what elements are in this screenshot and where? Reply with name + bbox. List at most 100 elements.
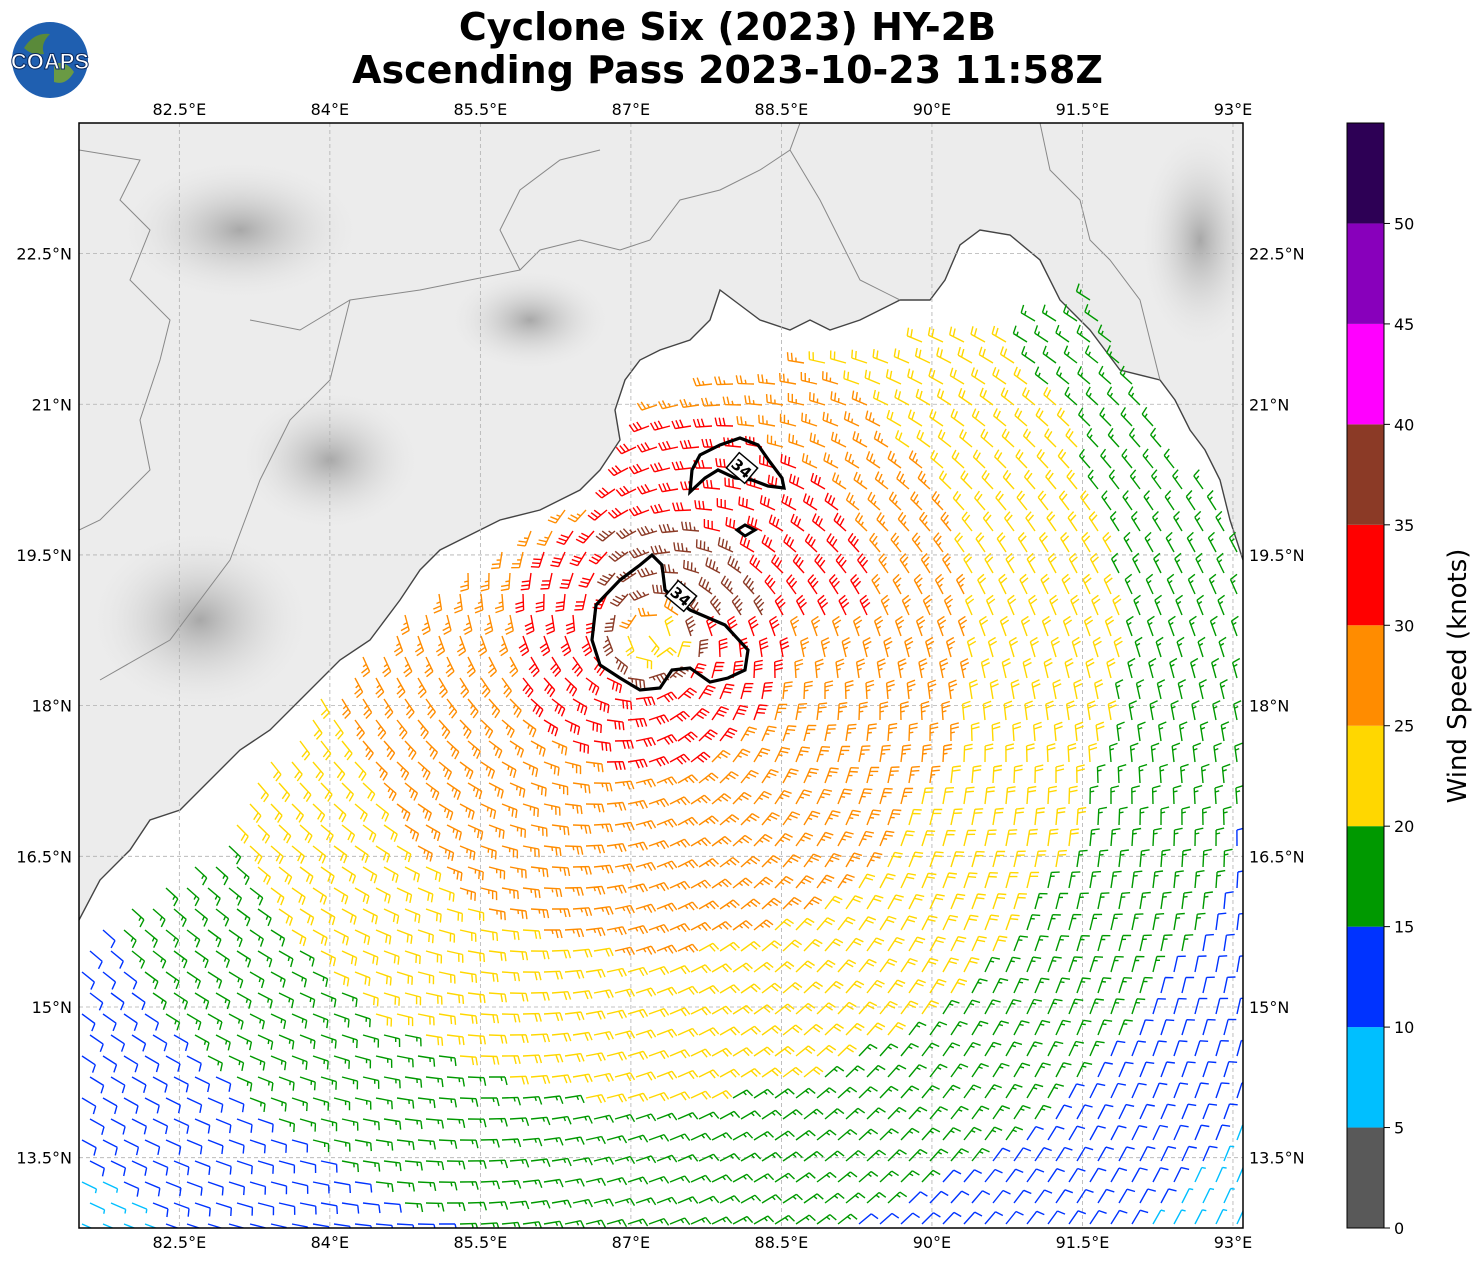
wind-barb: [501, 1138, 522, 1148]
wind-barb: [866, 766, 880, 784]
wind-barb: [1097, 1061, 1113, 1078]
wind-barb: [417, 761, 431, 781]
wind-barb: [698, 1027, 720, 1037]
wind-barb: [173, 1034, 189, 1052]
wind-barb: [530, 551, 545, 568]
wind-barb: [467, 992, 486, 1004]
wind-barb: [1013, 935, 1028, 952]
wind-barb: [1034, 1062, 1051, 1078]
wind-barb: [1047, 828, 1059, 847]
wind-barb: [968, 679, 979, 700]
wind-barb: [215, 1160, 232, 1175]
wind-barb: [110, 950, 124, 969]
wind-barb: [648, 965, 670, 976]
wind-barb: [1098, 365, 1112, 385]
wind-barb: [509, 824, 526, 838]
wind-barb: [852, 615, 863, 637]
wind-barb: [509, 656, 519, 678]
wind-barb: [1230, 615, 1239, 637]
wind-barb: [879, 830, 895, 847]
wind-barb: [585, 1094, 606, 1104]
wind-barb: [927, 679, 937, 700]
wind-barb: [950, 808, 963, 826]
wind-barb: [942, 743, 953, 763]
wind-barb: [593, 823, 614, 833]
wind-barb: [186, 929, 201, 948]
wind-barb: [807, 574, 819, 595]
wind-barb: [753, 833, 773, 847]
wind-barb: [978, 615, 989, 637]
wind-barb: [1020, 304, 1036, 322]
wind-barb: [627, 758, 648, 769]
wind-barb: [1194, 912, 1206, 931]
wind-barb: [278, 1118, 295, 1133]
wind-barb: [803, 1108, 824, 1120]
wind-barb: [900, 915, 918, 931]
wind-barb: [614, 821, 635, 831]
wind-barb: [207, 1013, 223, 1030]
wind-barb: [1112, 594, 1122, 616]
wind-barb: [1219, 678, 1228, 700]
wind-barb: [1110, 870, 1122, 889]
wind-barb: [782, 939, 802, 952]
wind-barb: [811, 513, 826, 532]
wind-barb: [425, 1034, 444, 1046]
wind-barb: [929, 808, 943, 826]
wind-barb: [446, 782, 461, 800]
wind-barb: [543, 1137, 564, 1146]
wind-barb: [719, 1110, 741, 1120]
colorbar-segment: [1347, 625, 1384, 726]
wind-barb: [900, 957, 918, 973]
wind-barb: [698, 942, 720, 952]
wind-barb: [1047, 956, 1062, 973]
wind-barb: [824, 1192, 845, 1204]
colorbar-segment: [1347, 223, 1384, 324]
wind-barb: [959, 658, 970, 679]
wind-barb: [596, 572, 616, 586]
wind-barb: [614, 1155, 636, 1165]
wind-barb: [207, 971, 223, 989]
lat-tick-label-right: 18°N: [1249, 697, 1289, 716]
wind-barb: [929, 1063, 948, 1078]
wind-barb: [942, 914, 959, 931]
wind-barb: [809, 392, 826, 406]
wind-barb: [908, 1021, 927, 1036]
wind-barb: [648, 1217, 670, 1226]
wind-barb: [1192, 742, 1202, 763]
wind-barb: [585, 927, 606, 937]
wind-barb: [1005, 1168, 1024, 1183]
wind-barb: [362, 1034, 380, 1048]
wind-barb: [572, 1115, 593, 1124]
terrain-shading: [1140, 130, 1243, 350]
wind-barb: [816, 1044, 837, 1057]
wind-barb: [1158, 721, 1167, 742]
wind-barb: [628, 421, 650, 433]
wind-barb: [102, 971, 117, 990]
wind-barb: [677, 859, 699, 869]
wind-barb: [803, 810, 821, 826]
wind-barb: [396, 887, 413, 904]
wind-barb: [354, 929, 371, 946]
wind-barb: [934, 573, 944, 595]
wind-barb: [782, 725, 797, 742]
wind-barb: [446, 1118, 466, 1129]
wind-barb: [404, 1034, 422, 1047]
wind-barb: [761, 534, 776, 553]
wind-barb: [1034, 850, 1047, 868]
wind-barb: [1047, 1083, 1064, 1099]
wind-barb: [270, 971, 286, 988]
wind-barb: [1089, 913, 1103, 931]
wind-barb: [1223, 933, 1235, 952]
wind-barb: [648, 1133, 670, 1142]
wind-barb: [501, 677, 512, 698]
wind-barb: [995, 490, 1007, 511]
wind-barb: [648, 1049, 670, 1060]
wind-barb: [446, 824, 462, 841]
wind-barb: [186, 1097, 203, 1114]
wind-barb: [530, 740, 546, 757]
wind-barb: [362, 1076, 380, 1089]
wind-barb: [131, 1160, 148, 1176]
lon-tick-label-bottom: 85.5°E: [454, 1233, 508, 1252]
wind-barb: [1068, 1125, 1086, 1141]
wind-barb: [1181, 1019, 1195, 1036]
